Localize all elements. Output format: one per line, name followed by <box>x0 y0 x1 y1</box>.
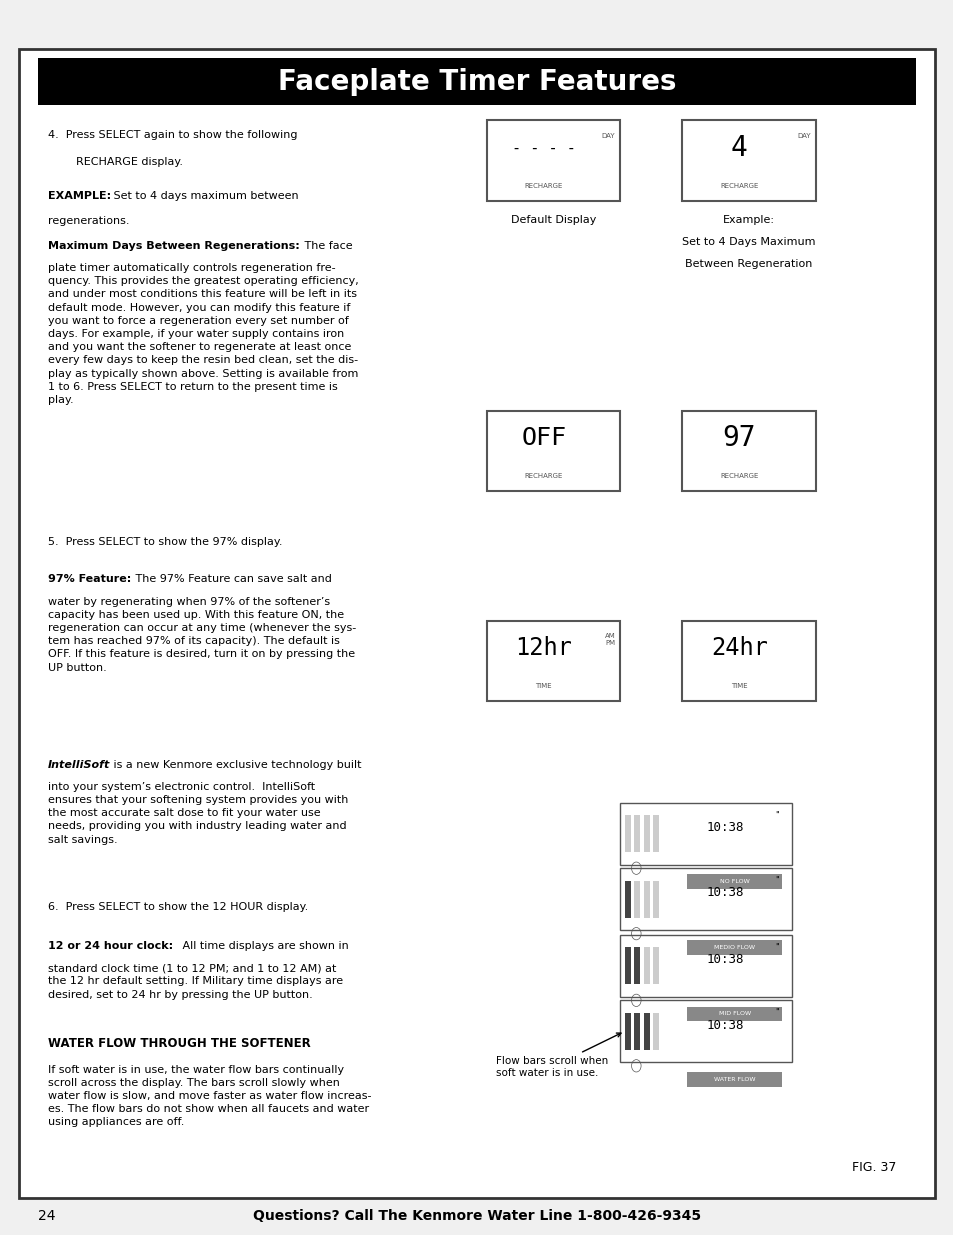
Text: RECHARGE display.: RECHARGE display. <box>76 157 183 167</box>
Text: 6.  Press SELECT to show the 12 HOUR display.: 6. Press SELECT to show the 12 HOUR disp… <box>48 902 308 911</box>
Text: FIG. 37: FIG. 37 <box>851 1161 896 1173</box>
Text: ": " <box>775 876 779 885</box>
Text: DAY: DAY <box>601 132 615 138</box>
Text: MID FLOW: MID FLOW <box>718 1011 750 1016</box>
Bar <box>681 410 815 490</box>
Text: 10:38: 10:38 <box>705 1019 743 1031</box>
Text: The face: The face <box>300 241 352 251</box>
Text: 10:38: 10:38 <box>705 887 743 899</box>
Bar <box>653 1013 659 1050</box>
Bar <box>619 935 791 997</box>
Text: Maximum Days Between Regenerations:: Maximum Days Between Regenerations: <box>48 241 299 251</box>
Text: 4.  Press SELECT again to show the following: 4. Press SELECT again to show the follow… <box>48 130 297 140</box>
Bar <box>486 620 619 701</box>
Bar <box>634 815 639 852</box>
Text: RECHARGE: RECHARGE <box>720 183 758 189</box>
Text: ": " <box>775 942 779 952</box>
Bar <box>686 1007 781 1021</box>
Bar <box>686 874 781 889</box>
Text: Flow bars scroll when
soft water is in use.: Flow bars scroll when soft water is in u… <box>496 1034 620 1077</box>
Text: 97: 97 <box>721 425 756 452</box>
Text: DAY: DAY <box>797 132 810 138</box>
Bar <box>681 120 815 201</box>
Bar <box>624 815 630 852</box>
FancyBboxPatch shape <box>19 49 934 1198</box>
Text: TIME: TIME <box>535 683 552 689</box>
Text: Default Display: Default Display <box>510 215 596 225</box>
Text: 4: 4 <box>730 135 747 162</box>
Text: 97% Feature:: 97% Feature: <box>48 574 131 584</box>
Text: IntelliSoft: IntelliSoft <box>48 760 110 769</box>
Text: TIME: TIME <box>730 683 747 689</box>
Text: 5.  Press SELECT to show the 97% display.: 5. Press SELECT to show the 97% display. <box>48 537 282 547</box>
Bar <box>486 120 619 201</box>
Bar <box>686 940 781 955</box>
Bar <box>624 881 630 918</box>
Bar <box>624 1013 630 1050</box>
Bar <box>686 1072 781 1087</box>
Text: Questions? Call The Kenmore Water Line 1-800-426-9345: Questions? Call The Kenmore Water Line 1… <box>253 1209 700 1224</box>
Text: The 97% Feature can save salt and: The 97% Feature can save salt and <box>132 574 332 584</box>
Bar <box>643 947 649 984</box>
Bar <box>619 803 791 864</box>
Text: ": " <box>775 810 779 820</box>
Text: 12hr: 12hr <box>515 636 572 661</box>
Text: into your system’s electronic control.  IntelliSoft
ensures that your softening : into your system’s electronic control. I… <box>48 782 348 845</box>
Text: EXAMPLE:: EXAMPLE: <box>48 191 111 201</box>
Bar <box>643 881 649 918</box>
Bar <box>643 1013 649 1050</box>
Text: WATER FLOW THROUGH THE SOFTENER: WATER FLOW THROUGH THE SOFTENER <box>48 1037 310 1051</box>
Text: RECHARGE: RECHARGE <box>524 183 562 189</box>
Bar <box>643 815 649 852</box>
Text: NO FLOW: NO FLOW <box>719 879 749 884</box>
Text: AM
PM: AM PM <box>604 632 615 646</box>
Text: water by regenerating when 97% of the softener’s
capacity has been used up. With: water by regenerating when 97% of the so… <box>48 597 355 673</box>
Bar <box>653 947 659 984</box>
Text: Between Regeneration: Between Regeneration <box>684 259 812 269</box>
Bar <box>619 868 791 930</box>
Bar <box>634 947 639 984</box>
Bar <box>38 58 915 105</box>
Bar <box>634 881 639 918</box>
Bar <box>486 410 619 490</box>
Text: regenerations.: regenerations. <box>48 216 129 226</box>
Text: 24: 24 <box>38 1209 55 1224</box>
Text: 24hr: 24hr <box>710 636 767 661</box>
Text: MEDIO FLOW: MEDIO FLOW <box>714 945 754 950</box>
Text: ": " <box>775 1008 779 1018</box>
Bar <box>624 947 630 984</box>
Bar <box>619 1000 791 1062</box>
Text: plate timer automatically controls regeneration fre-
quency. This provides the g: plate timer automatically controls regen… <box>48 263 358 405</box>
Text: OFF: OFF <box>520 426 566 451</box>
Text: 10:38: 10:38 <box>705 821 743 834</box>
Text: Set to 4 Days Maximum: Set to 4 Days Maximum <box>681 237 815 247</box>
Text: Example:: Example: <box>722 215 774 225</box>
Text: WATER FLOW: WATER FLOW <box>713 1077 755 1082</box>
Text: All time displays are shown in: All time displays are shown in <box>179 941 349 951</box>
Text: RECHARGE: RECHARGE <box>524 473 562 479</box>
Text: is a new Kenmore exclusive technology built: is a new Kenmore exclusive technology bu… <box>110 760 361 769</box>
Text: Set to 4 days maximum between: Set to 4 days maximum between <box>110 191 298 201</box>
Text: 12 or 24 hour clock:: 12 or 24 hour clock: <box>48 941 172 951</box>
Text: If soft water is in use, the water flow bars continually
scroll across the displ: If soft water is in use, the water flow … <box>48 1065 371 1128</box>
Bar <box>634 1013 639 1050</box>
Text: Faceplate Timer Features: Faceplate Timer Features <box>277 68 676 95</box>
Bar <box>653 815 659 852</box>
Bar <box>653 881 659 918</box>
Bar <box>681 620 815 701</box>
Text: 10:38: 10:38 <box>705 953 743 966</box>
Text: standard clock time (1 to 12 PM; and 1 to 12 AM) at
the 12 hr default setting. I: standard clock time (1 to 12 PM; and 1 t… <box>48 963 342 999</box>
Text: RECHARGE: RECHARGE <box>720 473 758 479</box>
Text: - - - -: - - - - <box>512 141 575 156</box>
